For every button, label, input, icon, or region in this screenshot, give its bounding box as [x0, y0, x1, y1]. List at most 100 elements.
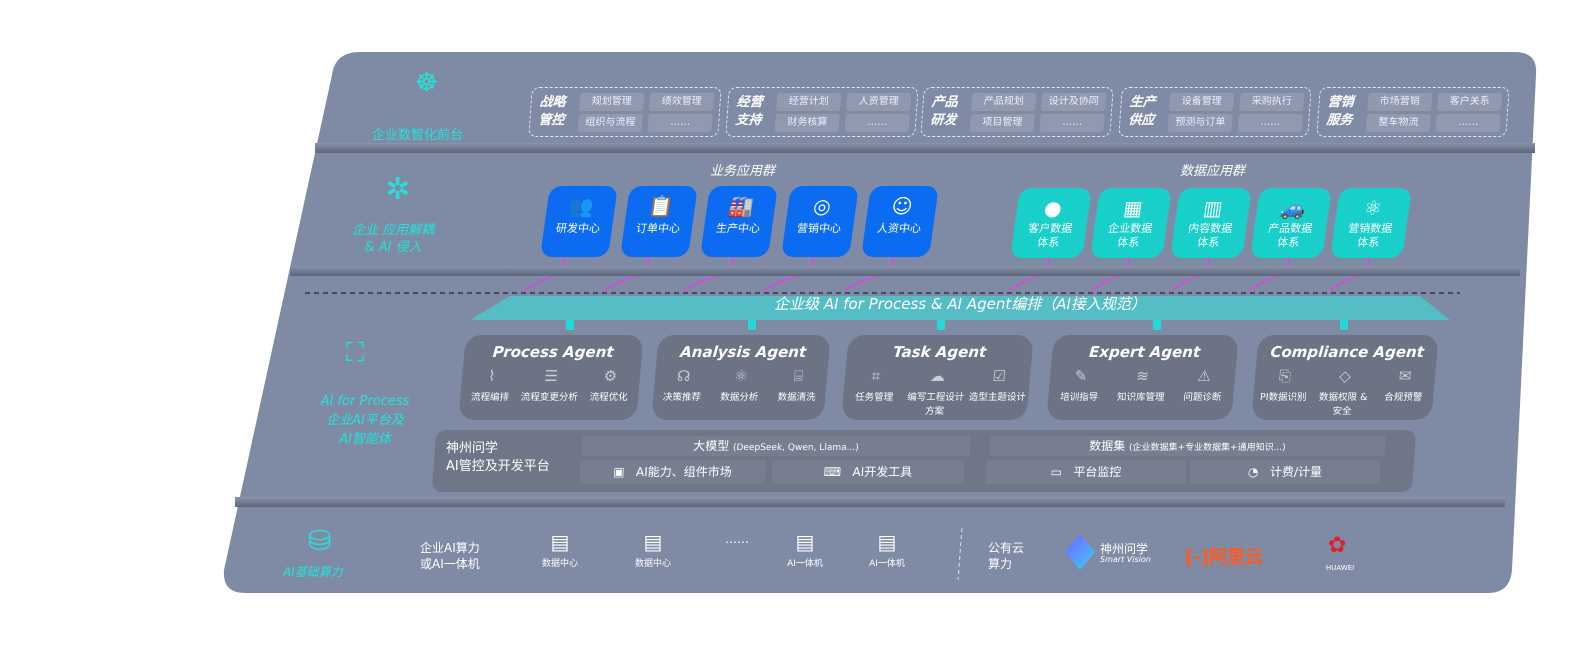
capability-tag[interactable]: 绩效管理: [649, 93, 715, 111]
data-app-card[interactable]: ⚛ 营销数据 体系: [1330, 188, 1412, 258]
capability-label: 流程变更分析: [520, 392, 579, 403]
app-label: 生产中心: [715, 222, 761, 235]
capability-tag[interactable]: 市场营销: [1367, 93, 1433, 111]
capability-tag[interactable]: ……: [844, 114, 910, 132]
capability-label: 数据清洗: [777, 392, 817, 403]
capability-tag[interactable]: 规划管理: [579, 93, 645, 111]
app-label: 营销中心: [796, 222, 842, 235]
capability-tag[interactable]: ……: [1237, 114, 1303, 132]
group-title: 生产供应: [1127, 95, 1157, 128]
capability-tag[interactable]: 产品规划: [971, 93, 1037, 111]
agent-capability: ☑ 造型主题设计: [965, 367, 1030, 417]
app-label: 人资中心: [876, 222, 922, 235]
agent-capability: ⌇ 流程编排: [460, 367, 522, 403]
capability-tag[interactable]: 采购执行: [1239, 93, 1305, 111]
app-label: 订单中心: [635, 222, 681, 235]
public-cloud-label: 公有云 算力: [988, 540, 1024, 572]
business-app-card[interactable]: 🏭 生产中心: [700, 186, 778, 257]
capability-label: 造型主题设计: [968, 392, 1027, 403]
data-app-card[interactable]: ▥ 内容数据 体系: [1170, 188, 1252, 258]
dataset-note: (企业数据集+专业数据集+通用知识...): [1128, 443, 1286, 453]
layers-icon: ≋: [1135, 367, 1150, 385]
capability-tag[interactable]: ……: [1435, 114, 1501, 132]
optimize-icon: ⚙: [602, 367, 618, 385]
agent-title: Expert Agent: [1088, 343, 1202, 361]
capability-tag[interactable]: 整车物流: [1365, 114, 1431, 132]
module-ai-market[interactable]: ▣ AI能力、组件市场: [579, 460, 766, 484]
capability-tag[interactable]: 预测与订单: [1167, 114, 1233, 132]
data-app-card[interactable]: ▦ 企业数据 体系: [1090, 188, 1172, 258]
agent-capabilities: ☊ 决策推荐 ⚛ 数据分析 ⌸ 数据清洗: [653, 367, 828, 403]
app-label: 体系: [1356, 236, 1381, 249]
capability-group: 经营支持 经营计划 人资管理 财务核算……: [725, 87, 919, 137]
module-ai-dev-tools[interactable]: ⌨ AI开发工具: [771, 460, 965, 484]
llm-header: 大模型 (DeepSeek, Qwen, Llama...): [581, 436, 971, 456]
capability-label: 数据权限 & 安全: [1318, 392, 1368, 417]
task-network-icon: ⌗: [870, 367, 881, 385]
business-app-card[interactable]: 📋 订单中心: [620, 186, 698, 257]
capability-tag[interactable]: 人资管理: [846, 93, 912, 111]
capability-tag[interactable]: 组织与流程: [577, 114, 643, 132]
atom-icon: ⚛: [1362, 196, 1384, 220]
app-label: 体系: [1116, 236, 1141, 249]
label-line: AI管控及开发平台: [446, 459, 550, 474]
capability-tag[interactable]: 项目管理: [969, 114, 1035, 132]
compute-node: ▤ AI一体机: [780, 530, 830, 569]
diagnosis-icon: ⚠: [1196, 367, 1212, 385]
node-label: AI一体机: [869, 559, 905, 569]
business-app-card[interactable]: 👥 研发中心: [540, 186, 618, 257]
agent-card[interactable]: Compliance Agent ⎘ PI数据识别 ◇ 数据权限 & 安全 ✉ 合规预警: [1251, 335, 1439, 420]
module-monitoring[interactable]: ▭ 平台监控: [985, 460, 1187, 484]
business-apps-title: 业务应用群: [710, 164, 776, 179]
person-icon: ☺: [890, 194, 915, 218]
capability-tag[interactable]: 设计及协同: [1041, 93, 1107, 111]
data-app-card[interactable]: 🚙 产品数据 体系: [1250, 188, 1332, 258]
capability-tag[interactable]: 财务核算: [774, 114, 840, 132]
capability-tag[interactable]: ……: [1039, 114, 1105, 132]
group-title: 战略管控: [537, 95, 567, 128]
brain-icon: ☸: [415, 68, 439, 98]
data-app-card[interactable]: ● 客户数据 体系: [1010, 188, 1092, 258]
server-icon: ▤: [550, 530, 570, 554]
llm-title: 大模型: [692, 439, 730, 453]
vendor-aliyun-logo: [-]阿里云: [1185, 547, 1263, 568]
agent-title: Task Agent: [892, 343, 988, 361]
vendor-huawei: HUAWEI: [1326, 564, 1355, 572]
label-line: 算力: [988, 557, 1013, 571]
app-label: 体系: [1276, 236, 1301, 249]
business-app-card[interactable]: ☺ 人资中心: [861, 186, 939, 257]
compute-node: ▤ 数据中心: [535, 530, 585, 569]
agent-card[interactable]: Analysis Agent ☊ 决策推荐 ⚛ 数据分析 ⌸ 数据清洗: [651, 335, 831, 420]
capability-tag[interactable]: ……: [647, 114, 713, 132]
module-label: AI能力、组件市场: [635, 465, 733, 479]
agent-card[interactable]: Expert Agent ✎ 培训指导 ≋ 知识库管理 ⚠ 问题诊断: [1046, 335, 1239, 420]
layer-divider: [315, 143, 1535, 153]
shield-icon: ◇: [1338, 367, 1352, 385]
factory-icon: 🏭: [727, 194, 756, 218]
decision-icon: ☊: [676, 367, 692, 385]
capability-label: 流程编排: [470, 392, 510, 403]
training-icon: ✎: [1073, 367, 1089, 385]
id-card-icon: ⎘: [1278, 367, 1292, 385]
list-settings-icon: ☰: [543, 367, 559, 385]
cloud-icon: ☁: [929, 367, 946, 385]
capability-tag[interactable]: 经营计划: [776, 93, 842, 111]
vendor-smart-vision: 神州问学: [1100, 542, 1149, 556]
business-app-card[interactable]: ◎ 营销中心: [781, 186, 859, 257]
capability-tag[interactable]: 客户关系: [1437, 93, 1503, 111]
compute-node: ▤ 数据中心: [628, 530, 678, 569]
agent-card[interactable]: Task Agent ⌗ 任务管理 ☁ 编写工程设计方案 ☑ 造型主题设计: [841, 335, 1034, 420]
module-billing[interactable]: ◔ 计费/计量: [1189, 460, 1381, 484]
layer-label-frontend: 企业数智化前台: [372, 128, 464, 143]
capability-group: 营销服务 市场营销 客户关系 整车物流……: [1316, 87, 1510, 137]
layer-divider: [235, 497, 1505, 507]
agent-card[interactable]: Process Agent ⌇ 流程编排 ☰ 流程变更分析 ⚙ 流程优化: [458, 335, 644, 420]
server-icon: ▤: [795, 530, 815, 554]
capability-group: 战略管控 规划管理 绩效管理 组织与流程……: [528, 87, 722, 137]
layer-label-ai: AI for Process 企业AI平台及 AI智能体: [300, 392, 430, 449]
app-label: 内容数据: [1187, 222, 1234, 235]
capability-label: 任务管理: [854, 392, 894, 403]
clipboard-icon: 📋: [647, 194, 676, 218]
capability-tag[interactable]: 设备管理: [1169, 93, 1235, 111]
capability-group: 产品研发 产品规划 设计及协同 项目管理……: [920, 87, 1114, 137]
